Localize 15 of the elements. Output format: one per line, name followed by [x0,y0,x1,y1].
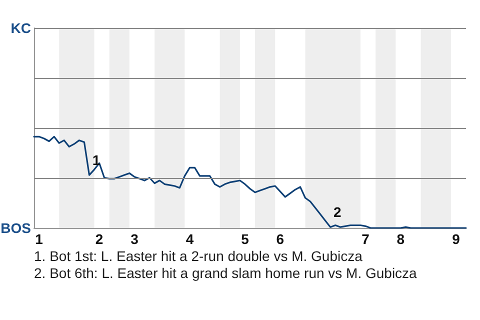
text: BOS [0,220,31,236]
x-tick-label: 7 [362,231,370,247]
annotation: 2 [333,204,342,220]
text: 1. Bot 1st: L. Easter hit a 2-run double vs M. Gubicza [34,248,363,264]
x-tick-label: 5 [241,231,250,247]
x-tick-label: 3 [130,231,139,247]
x-tick-label: 6 [276,231,284,247]
x-tick-label: 2 [95,231,104,247]
text: KC [10,20,31,36]
x-tick-label: 9 [452,231,460,247]
text: 2. Bot 6th: L. Easter hit a grand slam home run vs M. Gubicza [34,265,418,281]
annotation: 1 [92,152,100,168]
x-tick-label: 8 [396,231,405,247]
x-tick-label: 4 [186,231,194,247]
x-tick-label: 1 [35,231,44,247]
